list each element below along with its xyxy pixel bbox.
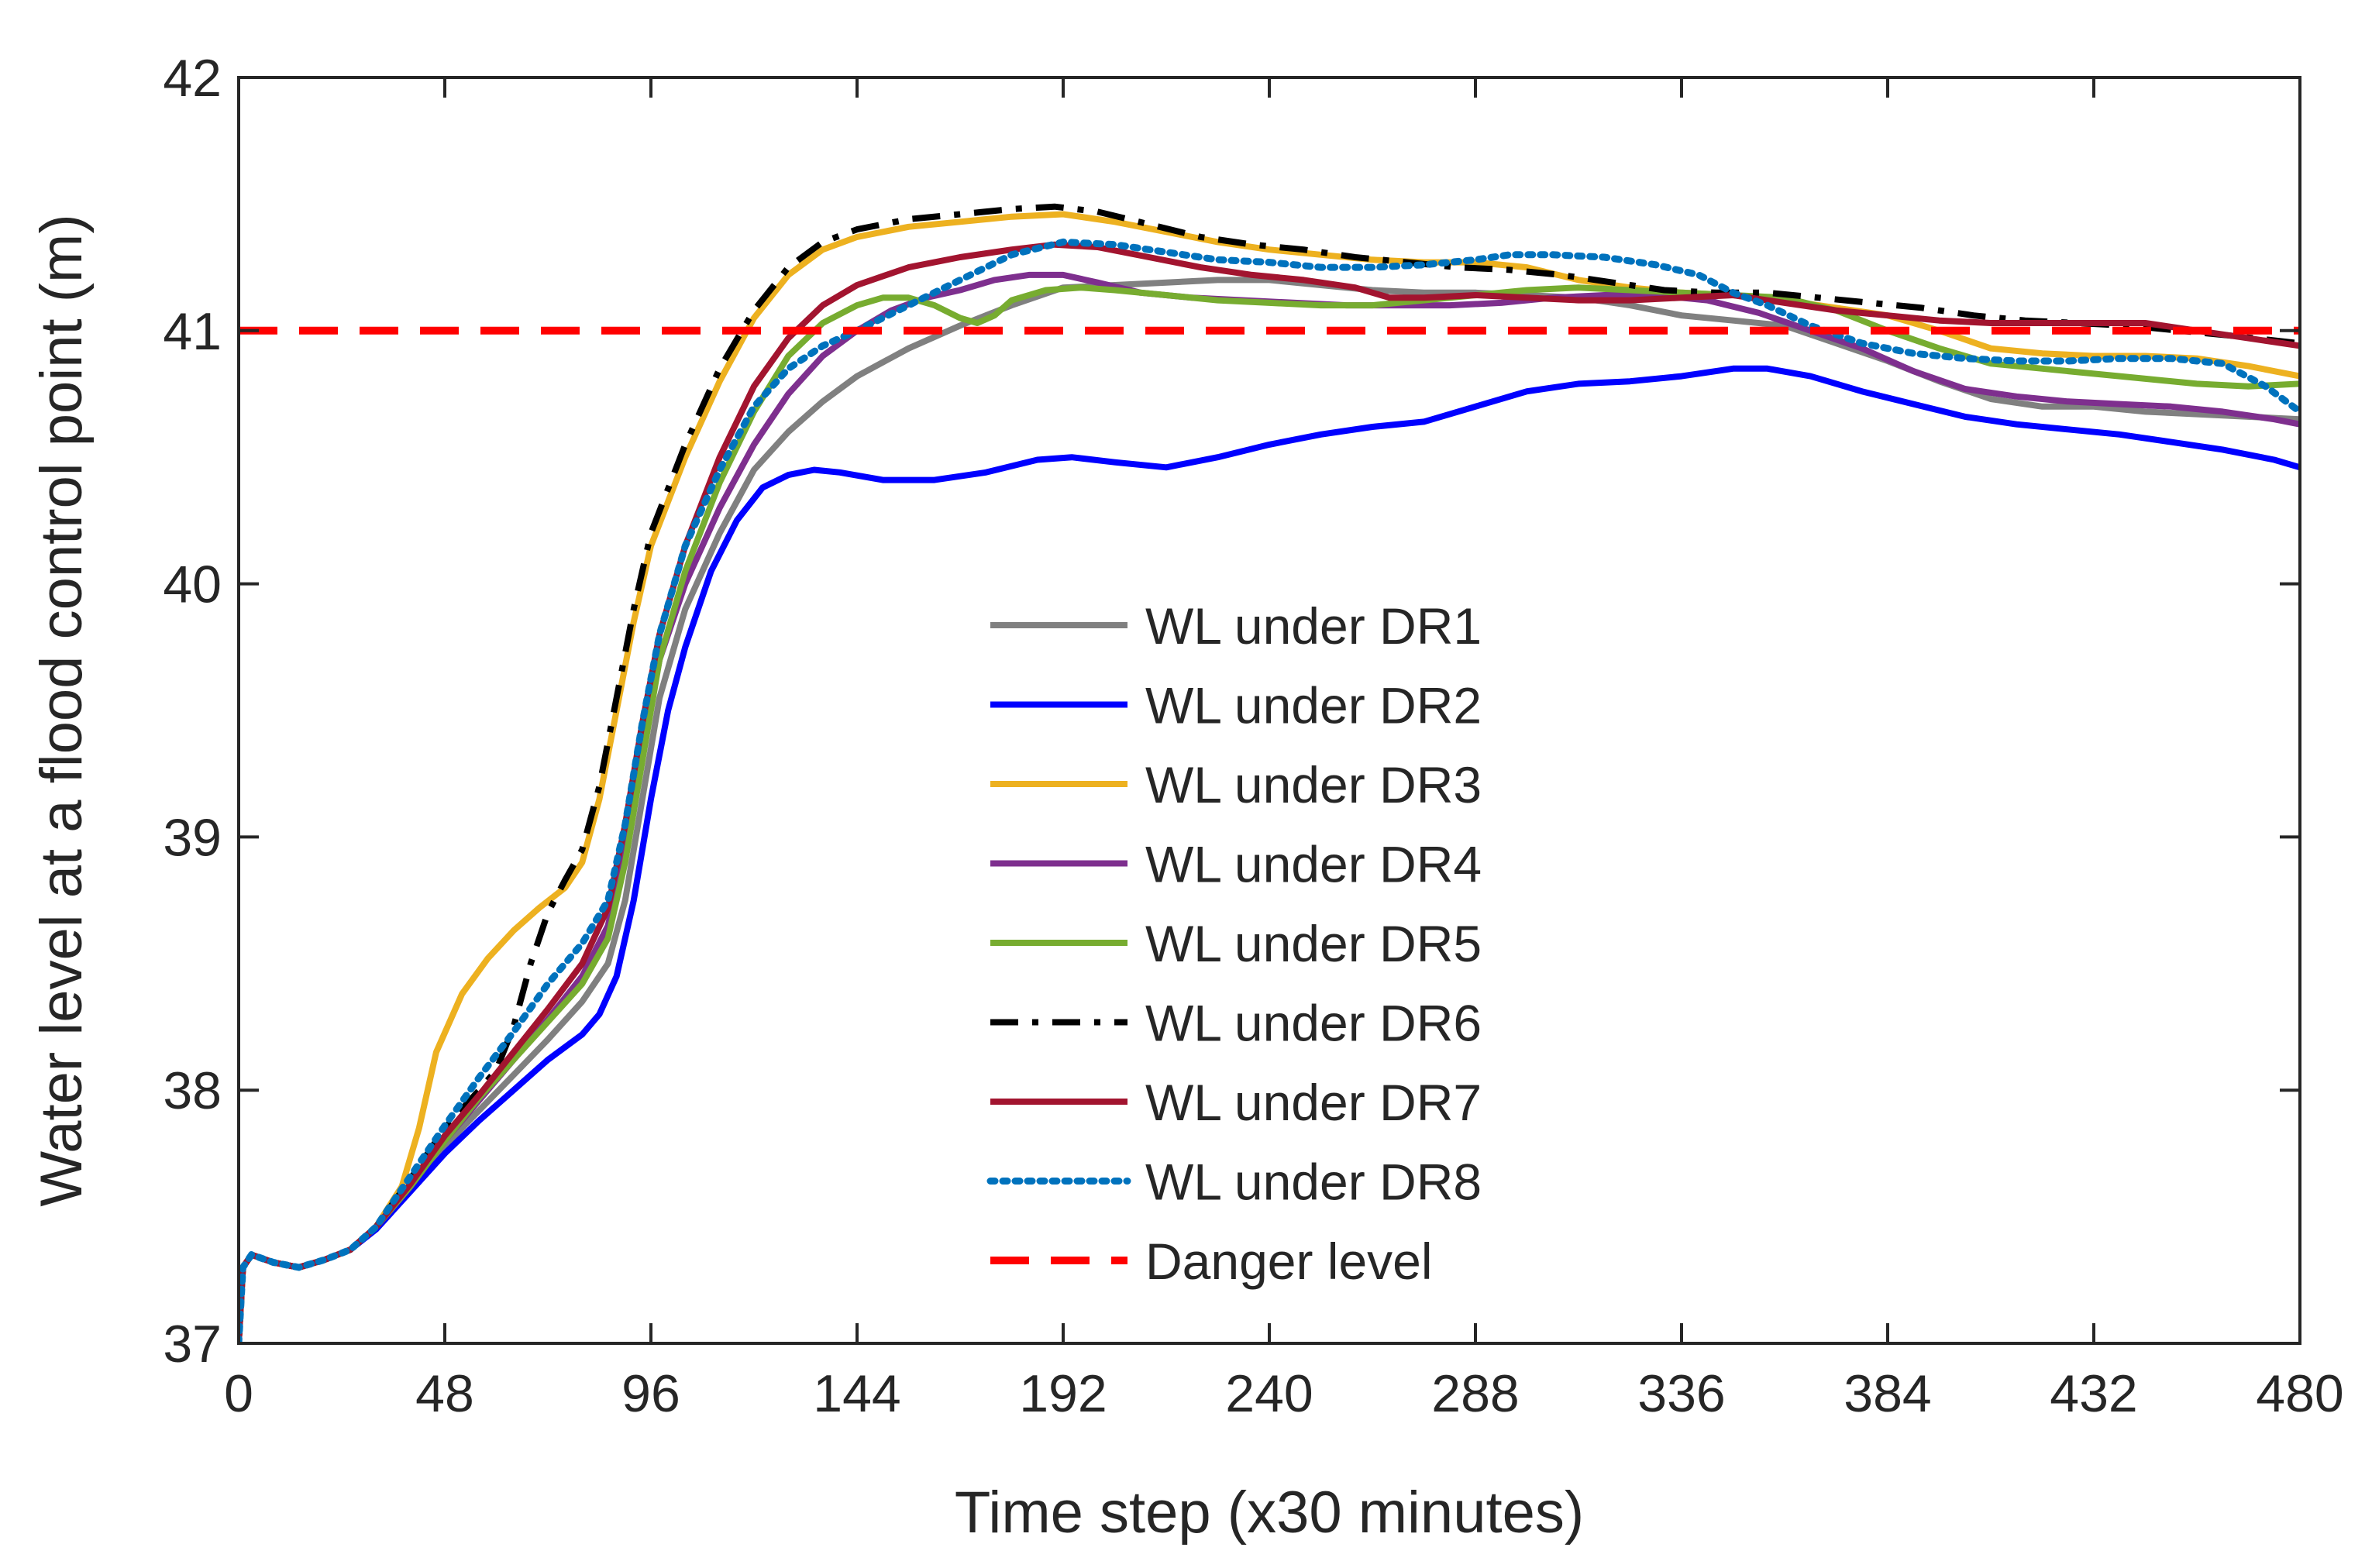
y-tick-label: 42 <box>163 49 222 108</box>
series-line-wl-under-dr6 <box>239 203 2300 1343</box>
legend-label-wl-under-dr5: WL under DR5 <box>1145 915 1482 972</box>
legend: WL under DR1 WL under DR2 WL under DR3 WL u… <box>986 597 1482 1290</box>
y-tick-label: 38 <box>163 1061 222 1120</box>
x-tick-label: 480 <box>2256 1364 2343 1423</box>
y-tick-label: 41 <box>163 302 222 361</box>
legend-label-wl-under-dr1: WL under DR1 <box>1145 597 1482 655</box>
legend-label-wl-under-dr3: WL under DR3 <box>1145 756 1482 813</box>
x-tick-label: 432 <box>2050 1364 2137 1423</box>
x-tick-label: 0 <box>224 1364 253 1423</box>
axes: 0 48 96 144 192 240 288 336 384 432 480 37 38 39 40 41 4… <box>29 49 2344 1546</box>
x-tick-label: 240 <box>1225 1364 1313 1423</box>
legend-label-danger-level: Danger level <box>1145 1233 1433 1290</box>
x-axis-title: Time step (x30 minutes) <box>955 1480 1584 1546</box>
plot-area <box>239 203 2300 1343</box>
series-line-wl-under-dr2 <box>239 365 2300 1343</box>
x-tick-label: 96 <box>621 1364 680 1423</box>
x-tick-label: 192 <box>1019 1364 1107 1423</box>
legend-label-wl-under-dr7: WL under DR7 <box>1145 1074 1482 1131</box>
series-line-wl-under-dr7 <box>239 241 2300 1343</box>
series-line-wl-under-dr8 <box>239 238 2300 1343</box>
legend-label-wl-under-dr6: WL under DR6 <box>1145 995 1482 1052</box>
legend-label-wl-under-dr2: WL under DR2 <box>1145 677 1482 734</box>
legend-label-wl-under-dr8: WL under DR8 <box>1145 1154 1482 1211</box>
legend-label-wl-under-dr4: WL under DR4 <box>1145 836 1482 893</box>
y-tick-label: 40 <box>163 555 222 614</box>
x-tick-label: 384 <box>1844 1364 1931 1423</box>
y-tick-label: 37 <box>163 1315 222 1374</box>
x-tick-label: 48 <box>415 1364 474 1423</box>
x-tick-label: 288 <box>1431 1364 1519 1423</box>
x-tick-label: 336 <box>1637 1364 1725 1423</box>
y-tick-label: 39 <box>163 808 222 867</box>
y-axis-title: Water level at a flood control point (m) <box>29 214 95 1206</box>
x-tick-label: 144 <box>813 1364 900 1423</box>
